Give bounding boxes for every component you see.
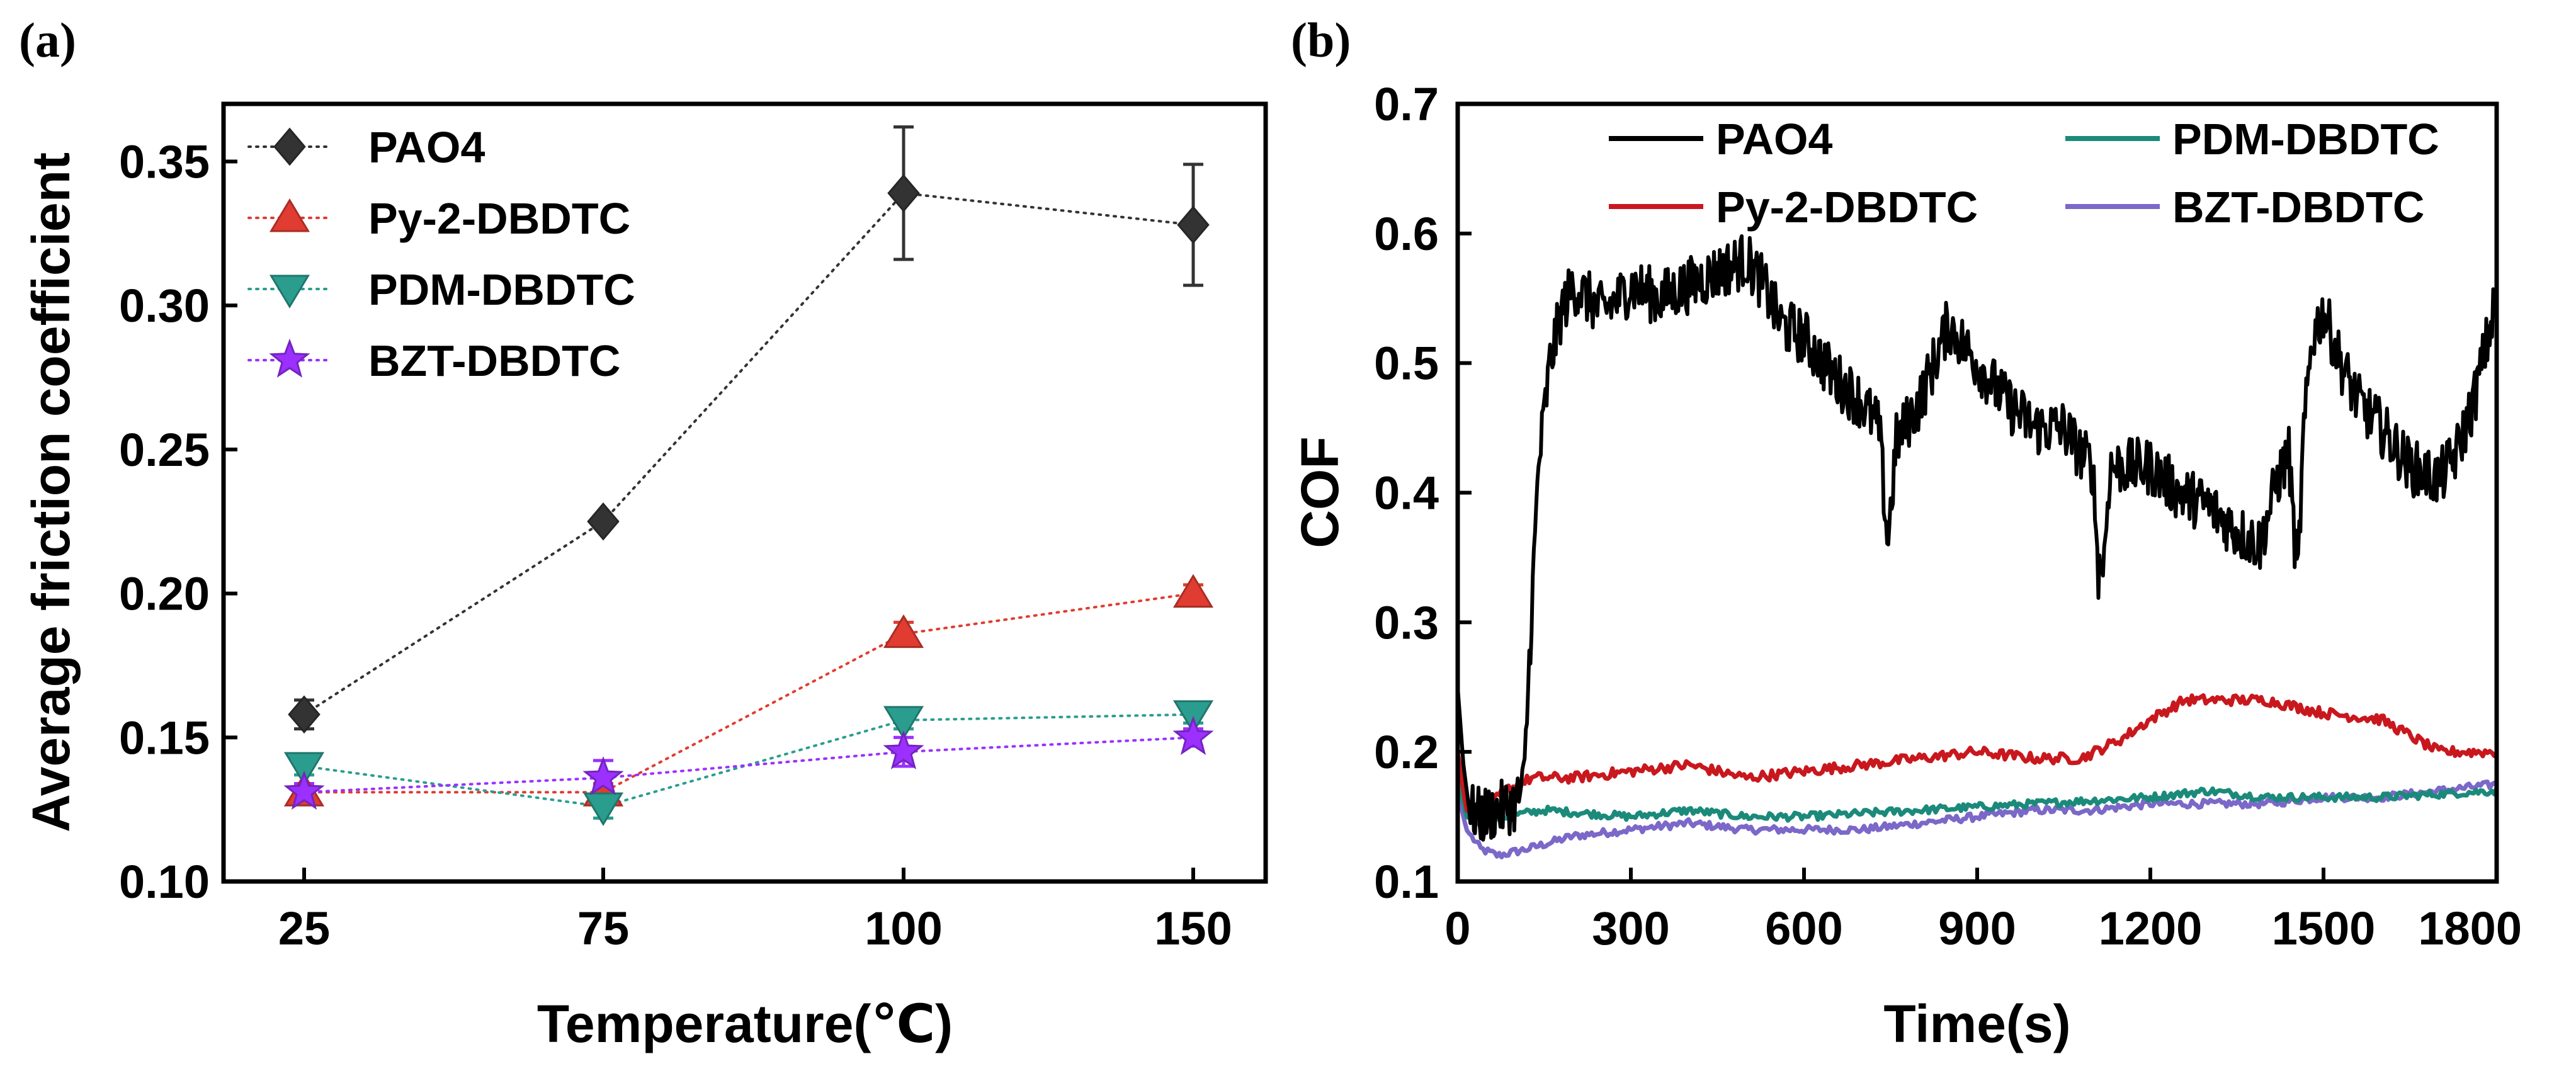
chart-b-lines [1455,234,2499,859]
legend-label: Py-2-DBDTC [368,194,630,243]
y-tick-label: 0.7 [1374,78,1439,130]
y-tick-label: 0.6 [1374,208,1439,260]
x-tick-label: 150 [1154,902,1232,955]
chart-a-ticks: 0.10 0.15 0.20 0.25 0.30 0.35 25 75 100 150 [119,135,1232,955]
chart-a-ylabel: Average friction coefficient [21,152,81,832]
y-tick-label: 0.3 [1374,596,1439,649]
chart-b-ticks: 0.1 0.2 0.3 0.4 0.5 0.6 0.7 0 300 600 900 1200 1500 1… [1374,78,2522,955]
chart-a-connectors [303,191,1194,808]
x-tick-label: 25 [278,902,330,955]
x-tick-label: 1200 [2099,902,2203,955]
panel-label-a: (a) [19,13,76,67]
chart-b-legend: PAO4 Py-2-DBDTC PDM-DBDTC BZT-DBDTC [1609,115,2439,232]
y-tick-label: 0.20 [119,568,210,620]
x-tick-label: 1800 [2418,902,2522,955]
y-tick-label: 0.2 [1374,726,1439,778]
y-tick-label: 0.10 [119,856,210,908]
chart-b-plot-frame [1455,101,2499,884]
data-point-PDM-DBDTC [582,792,624,826]
legend-marker [269,275,310,309]
x-tick-label: 600 [1765,902,1842,955]
x-tick-label: 0 [1444,902,1470,955]
series-line-BZT-DBDTC [303,736,1194,794]
y-tick-label: 0.15 [119,711,210,764]
x-tick-label: 900 [1938,902,2016,955]
series-line-PDM-DBDTC [303,713,1194,808]
series-line-Py-2-DBDTC [303,592,1194,794]
legend-label: PAO4 [368,123,485,172]
data-point-PAO4 [288,695,321,734]
chart-a-legend: PAO4 Py-2-DBDTC PDM-DBDTC BZT-DBDTC [247,123,635,385]
legend-label: PDM-DBDTC [368,265,635,314]
chart-b-ylabel: COF [1290,436,1349,548]
legend-marker [269,338,310,378]
series-line-PAO4 [1456,234,2499,842]
data-point-PDM-DBDTC [883,706,924,740]
y-tick-label: 0.35 [119,135,210,188]
data-point-BZT-DBDTC [883,730,924,769]
data-point-BZT-DBDTC [283,770,325,810]
legend-label: BZT-DBDTC [2172,183,2424,232]
data-point-PAO4 [1177,205,1210,244]
legend-label: PAO4 [1716,115,1832,164]
chart-b: 0.1 0.2 0.3 0.4 0.5 0.6 0.7 0 300 600 900 1200 1500 1… [1290,78,2522,1053]
x-tick-label: 300 [1592,902,1669,955]
data-point-Py-2-DBDTC [1172,574,1214,608]
chart-a-xlabel: Temperature(℃) [537,994,953,1053]
y-tick-label: 0.5 [1374,337,1439,390]
data-point-Py-2-DBDTC [883,614,924,649]
legend-label: Py-2-DBDTC [1716,183,1978,232]
legend-label: BZT-DBDTC [368,336,620,385]
y-tick-label: 0.1 [1374,856,1439,908]
y-tick-label: 0.30 [119,280,210,332]
chart-b-xlabel: Time(s) [1883,994,2070,1053]
x-tick-label: 75 [577,902,629,955]
chart-a-markers [283,174,1214,826]
legend-marker [273,127,306,166]
x-tick-label: 100 [865,902,942,955]
data-point-BZT-DBDTC [1172,716,1214,756]
data-point-BZT-DBDTC [582,756,624,796]
data-point-PAO4 [887,174,920,213]
legend-label: PDM-DBDTC [2172,115,2439,164]
y-tick-label: 0.25 [119,424,210,476]
data-point-PAO4 [587,502,620,541]
panel-label-b: (b) [1291,13,1351,67]
chart-a-plot-frame [221,101,1268,884]
x-tick-label: 1500 [2272,902,2376,955]
y-tick-label: 0.4 [1374,467,1439,519]
legend-marker [269,198,310,232]
data-point-PDM-DBDTC [283,752,325,786]
series-line-PDM-DBDTC [1455,777,2499,829]
series-line-Py-2-DBDTC [1455,693,2499,823]
series-line-PAO4 [303,191,1194,716]
